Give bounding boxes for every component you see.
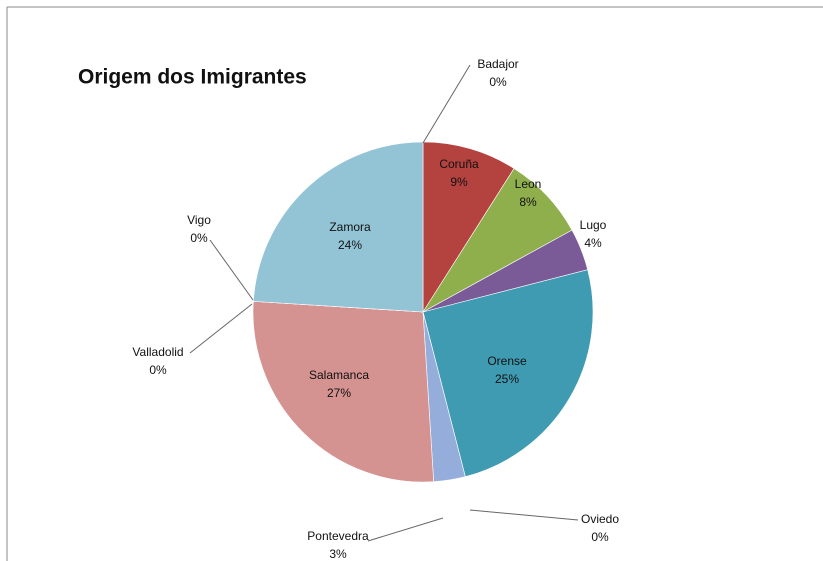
value-label: 0% [190,231,208,245]
value-label: 3% [329,547,347,561]
slice-label: Salamanca [309,368,369,382]
leader-line [469,509,579,521]
slice-label: Oviedo [581,512,619,526]
slice-label: Pontevedra [307,529,369,543]
chart-title: Origem dos Imigrantes [78,66,307,89]
value-label: 0% [149,363,167,377]
slice-label: Zamora [329,220,371,234]
value-label: 25% [495,372,519,386]
value-label: 4% [584,236,602,250]
pie-slice [253,141,424,313]
slice-label: Leon [515,177,542,191]
slice-label: Lugo [580,218,607,232]
slice-label: Badajor [477,57,518,71]
value-label: 24% [338,238,362,252]
leader-line [367,517,444,542]
slice-label: Orense [487,354,527,368]
slice-label: Vigo [187,213,211,227]
value-label: 0% [489,75,507,89]
leader-line [209,239,254,301]
pie-slice [252,301,434,483]
slice-label: Valladolid [132,345,183,359]
value-label: 27% [327,386,351,400]
value-label: 9% [450,175,468,189]
pie-slice [422,141,515,314]
pie-slice [422,269,594,478]
leader-line [422,64,471,144]
leader-line [189,303,253,354]
value-label: 8% [519,195,537,209]
slice-label: Coruña [439,157,479,171]
value-label: 0% [591,530,609,544]
